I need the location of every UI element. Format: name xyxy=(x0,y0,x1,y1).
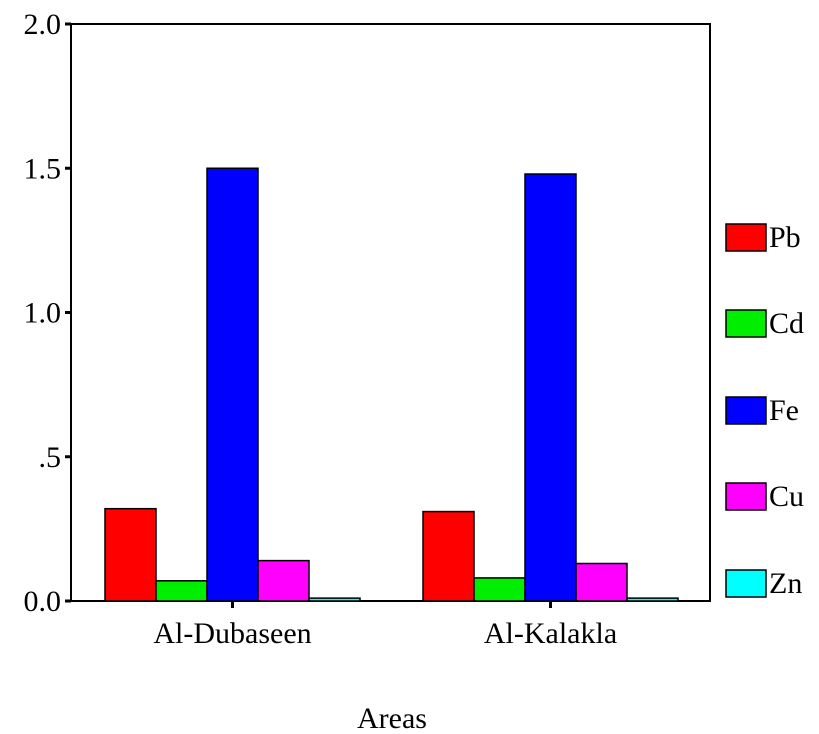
bar-cu-2 xyxy=(575,562,628,602)
y-tick-label: 0.0 xyxy=(24,585,62,618)
plot-area xyxy=(70,23,711,602)
x-tick-label: Al-Dubaseen xyxy=(153,617,311,650)
legend-swatch-cu xyxy=(725,482,767,511)
bar-pb-1 xyxy=(104,507,157,602)
x-axis-title: Areas xyxy=(357,702,427,734)
bar-cu-1 xyxy=(257,559,310,602)
y-tick-label: 1.5 xyxy=(24,152,62,185)
bar-cd-2 xyxy=(473,577,526,602)
bar-zn-1 xyxy=(308,597,361,602)
bar-zn-2 xyxy=(626,597,679,602)
bar-cd-1 xyxy=(155,580,208,602)
legend-label-zn: Zn xyxy=(769,567,802,600)
bar-fe-1 xyxy=(206,167,259,602)
legend-swatch-fe xyxy=(725,396,767,425)
legend-swatch-pb xyxy=(725,223,767,252)
bar-fe-2 xyxy=(524,173,577,602)
y-tick-label: 2.0 xyxy=(24,8,62,41)
x-axis: Al-Dubaseen Al-Kalakla xyxy=(153,601,617,650)
x-tick-label: Al-Kalakla xyxy=(484,617,617,650)
y-tick-label: .5 xyxy=(39,441,62,474)
legend-label-cu: Cu xyxy=(769,480,804,513)
legend-swatch-cd xyxy=(725,309,767,338)
legend-label-fe: Fe xyxy=(769,394,799,427)
legend-label-pb: Pb xyxy=(769,221,801,254)
legend: Pb Cd Fe Cu Zn xyxy=(725,221,804,600)
bar-pb-2 xyxy=(422,510,475,602)
legend-label-cd: Cd xyxy=(769,307,804,340)
legend-swatch-zn xyxy=(725,569,767,598)
y-tick-label: 1.0 xyxy=(24,297,62,330)
bars xyxy=(104,167,679,602)
plot-frame xyxy=(70,23,711,602)
y-axis: 0.0 .5 1.0 1.5 2.0 xyxy=(24,8,71,618)
